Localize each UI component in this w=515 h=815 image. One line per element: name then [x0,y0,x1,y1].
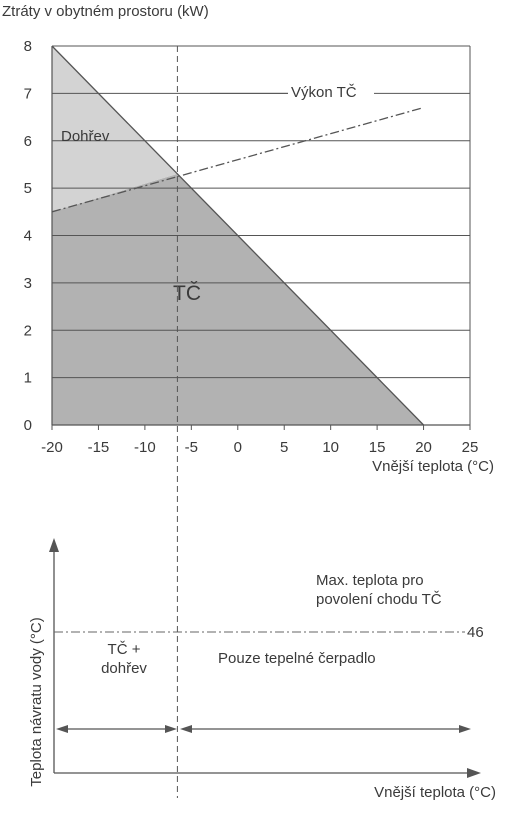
bottom-y-axis-label: Teplota návratu vody (°C) [28,617,45,786]
region-label-tc: TČ [173,282,201,305]
zone-left-line2: dohřev [101,660,147,677]
y-tick-labels: 0 1 2 3 4 5 6 7 8 [24,38,32,434]
y-tick-label: 0 [24,417,32,434]
x-tick-label: 0 [234,439,242,456]
series-vykon-tc-line [51,106,424,213]
arrowhead [165,725,177,733]
region-label-dohrev: Dohřev [61,128,110,145]
region-tc-fill [52,173,424,425]
chart-axes [51,46,471,430]
x-tick-label: -5 [185,439,198,456]
y-tick-label: 2 [24,322,32,339]
x-tick-labels: -20 -15 -10 -5 0 5 10 15 20 25 [41,439,478,456]
x-tick-label: 10 [322,439,339,456]
region-dohrev-fill [52,46,178,212]
x-tick-label: -10 [134,439,156,456]
x-tick-label: 25 [462,439,479,456]
bottom-y-arrowhead [49,538,59,552]
series-loss-line [51,45,425,426]
y-tick-label: 4 [24,228,32,245]
x-tick-label: -20 [41,439,63,456]
limit-label-line1: Max. teplota pro [316,572,424,589]
chart-grid [52,45,470,379]
y-tick-label: 8 [24,38,32,55]
arrowhead [56,725,68,733]
x-axis-label: Vnější teplota (°C) [372,458,494,475]
y-tick-label: 3 [24,275,32,292]
arrowhead [180,725,192,733]
chart-title: Ztráty v obytném prostoru (kW) [2,3,209,20]
y-tick-label: 1 [24,370,32,387]
limit-value: 46 [467,624,484,641]
zone-left-line1: TČ + [108,641,141,658]
x-tick-label: 5 [280,439,288,456]
x-tick-label: -15 [88,439,110,456]
chart-series [51,45,425,426]
limit-label-line2: povolení chodu TČ [316,591,442,608]
y-tick-label: 7 [24,85,32,102]
legend-label-bg [288,82,374,100]
x-tick-label: 20 [415,439,432,456]
chart-fills [52,46,424,425]
y-tick-label: 6 [24,133,32,150]
arrowhead [459,725,471,733]
zone-right-label: Pouze tepelné čerpadlo [218,650,376,667]
bottom-x-arrowhead [467,768,481,778]
legend-label-vykon-tc: Výkon TČ [291,84,357,101]
y-tick-label: 5 [24,180,32,197]
bottom-x-axis-label: Vnější teplota (°C) [374,784,496,801]
x-tick-label: 15 [369,439,386,456]
